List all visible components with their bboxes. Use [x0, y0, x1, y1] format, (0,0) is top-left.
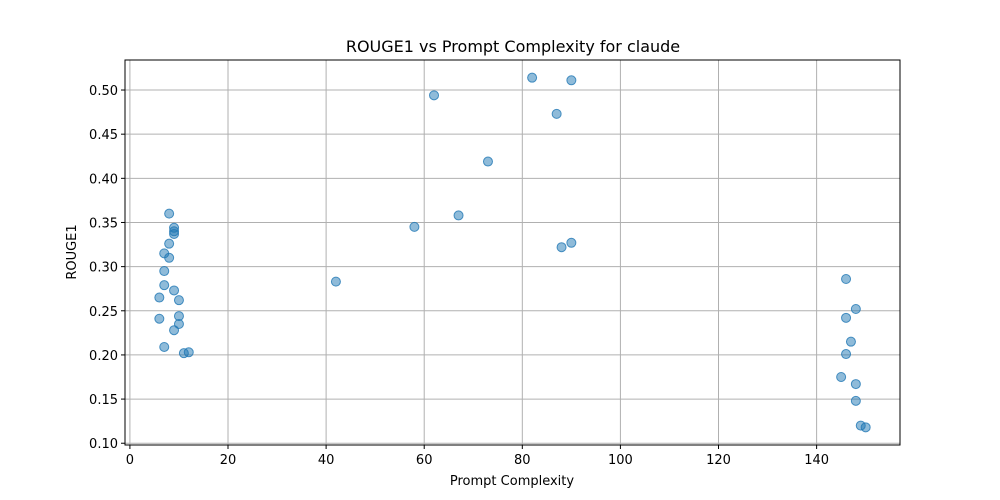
scatter-point	[527, 72, 538, 83]
x-tick-label: 120	[706, 453, 731, 468]
y-tick-label: 0.10	[89, 437, 118, 452]
scatter-point	[164, 238, 175, 249]
scatter-point	[429, 90, 440, 101]
scatter-point	[566, 237, 577, 248]
scatter-point	[154, 313, 165, 324]
chart-title: ROUGE1 vs Prompt Complexity for claude	[346, 37, 680, 56]
scatter-point	[169, 228, 180, 239]
scatter-point	[164, 252, 175, 263]
scatter-point	[860, 422, 871, 433]
scatter-point	[159, 280, 170, 291]
x-tick-label: 0	[126, 453, 134, 468]
scatter-point	[551, 108, 562, 119]
scatter-point	[841, 312, 852, 323]
scatter-point	[836, 372, 847, 383]
scatter-point	[453, 210, 464, 221]
scatter-point	[850, 379, 861, 390]
scatter-point	[183, 347, 194, 358]
y-tick-label: 0.20	[89, 349, 118, 364]
y-axis-ticks: 0.10 0.15 0.20 0.25 0.30 0.35 0.40 0.45 0.50	[89, 84, 125, 452]
scatter-point	[850, 395, 861, 406]
scatter-point	[330, 276, 341, 287]
x-tick-label: 140	[804, 453, 829, 468]
y-tick-label: 0.40	[89, 172, 118, 187]
scatter-point	[845, 336, 856, 347]
scatter-point	[169, 325, 180, 336]
scatter-point	[482, 156, 493, 167]
y-axis-label: ROUGE1	[65, 224, 80, 279]
y-tick-label: 0.50	[89, 84, 118, 99]
scatter-point	[850, 304, 861, 315]
y-tick-label: 0.35	[89, 216, 118, 231]
scatter-point	[169, 285, 180, 296]
scatter-point	[841, 349, 852, 360]
grid-lines	[125, 60, 900, 445]
scatter-point	[159, 266, 170, 277]
x-axis-ticks: 0 20 40 60 80 100 120 140	[126, 445, 829, 468]
scatter-point	[173, 295, 184, 306]
y-tick-label: 0.15	[89, 393, 118, 408]
plot-area-frame	[124, 59, 901, 446]
scatter-point	[409, 221, 420, 232]
data-points	[154, 72, 871, 433]
x-tick-label: 100	[608, 453, 633, 468]
scatter-point	[159, 341, 170, 352]
x-axis-label: Prompt Complexity	[450, 474, 574, 489]
x-tick-label: 60	[416, 453, 433, 468]
x-tick-label: 40	[318, 453, 335, 468]
x-tick-label: 20	[220, 453, 237, 468]
scatter-point	[566, 75, 577, 86]
x-tick-label: 80	[514, 453, 531, 468]
scatter-point	[556, 242, 567, 253]
scatter-point	[841, 273, 852, 284]
y-tick-label: 0.45	[89, 128, 118, 143]
y-tick-label: 0.30	[89, 261, 118, 276]
scatter-point	[164, 208, 175, 219]
scatter-point	[154, 292, 165, 303]
y-tick-label: 0.25	[89, 305, 118, 320]
